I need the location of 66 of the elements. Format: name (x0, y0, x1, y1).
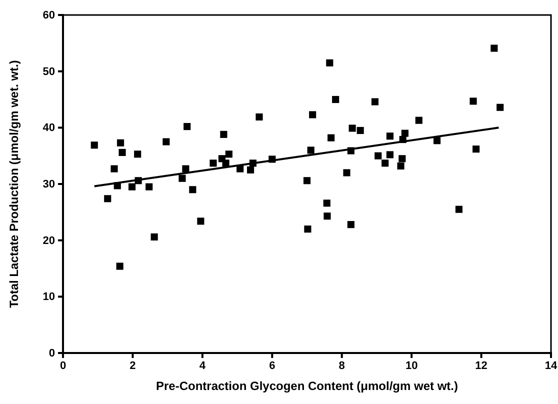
point (490, 44, 498, 52)
point (374, 152, 382, 160)
x-tick-label: 4 (199, 360, 206, 372)
y-tick-label: 60 (42, 10, 55, 22)
point (303, 177, 311, 184)
point (189, 186, 196, 194)
point (324, 212, 331, 220)
point (415, 116, 422, 124)
point (256, 113, 263, 120)
point (246, 166, 254, 174)
x-tick-label: 0 (60, 360, 66, 372)
x-tick-label: 10 (405, 360, 418, 372)
point (222, 160, 230, 167)
point (162, 138, 170, 146)
point (146, 183, 153, 190)
y-tick-label: 40 (42, 122, 55, 134)
point (134, 150, 142, 158)
x-axis-title: Pre-Contraction Glycogen Content (μmol/gm wet wt.) (156, 379, 458, 393)
point (116, 139, 124, 146)
point (343, 169, 350, 176)
point (128, 183, 136, 190)
point (220, 130, 228, 138)
y-tick-label: 30 (42, 178, 55, 191)
point (118, 148, 126, 156)
point (382, 160, 389, 167)
point (455, 206, 463, 213)
x-tick-label: 2 (130, 360, 136, 372)
point (307, 146, 314, 154)
x-tick-label: 8 (338, 360, 345, 372)
y-tick-label: 20 (42, 234, 55, 247)
point (225, 150, 232, 158)
y-axis-title: Total Lactate Production (μmol/gm wet. wt.) (7, 60, 21, 308)
point (116, 262, 124, 270)
x-tick-label: 12 (475, 360, 488, 372)
point (386, 151, 394, 158)
point (150, 233, 158, 240)
point (328, 134, 335, 142)
point (184, 123, 191, 130)
point (347, 221, 354, 228)
point (326, 59, 334, 66)
point (110, 165, 118, 172)
y-tick-label: 10 (42, 291, 55, 304)
point (470, 98, 477, 105)
point (371, 98, 379, 106)
x-tick-label: 6 (269, 360, 276, 372)
point (398, 155, 406, 162)
x-tick-label: 14 (544, 360, 558, 372)
point (178, 174, 186, 182)
y-tick-label: 50 (42, 66, 55, 78)
y-tick-label: 0 (48, 348, 55, 360)
point (356, 126, 364, 134)
point (348, 124, 356, 132)
point (182, 165, 190, 172)
point (104, 195, 112, 202)
point (304, 226, 312, 233)
point (90, 142, 98, 149)
point (496, 104, 504, 111)
point (197, 218, 204, 225)
point (323, 200, 330, 207)
point (433, 137, 441, 144)
point (386, 132, 394, 140)
point (332, 96, 340, 104)
point (210, 160, 217, 167)
point (472, 146, 480, 153)
point (309, 111, 316, 118)
point (397, 162, 404, 170)
